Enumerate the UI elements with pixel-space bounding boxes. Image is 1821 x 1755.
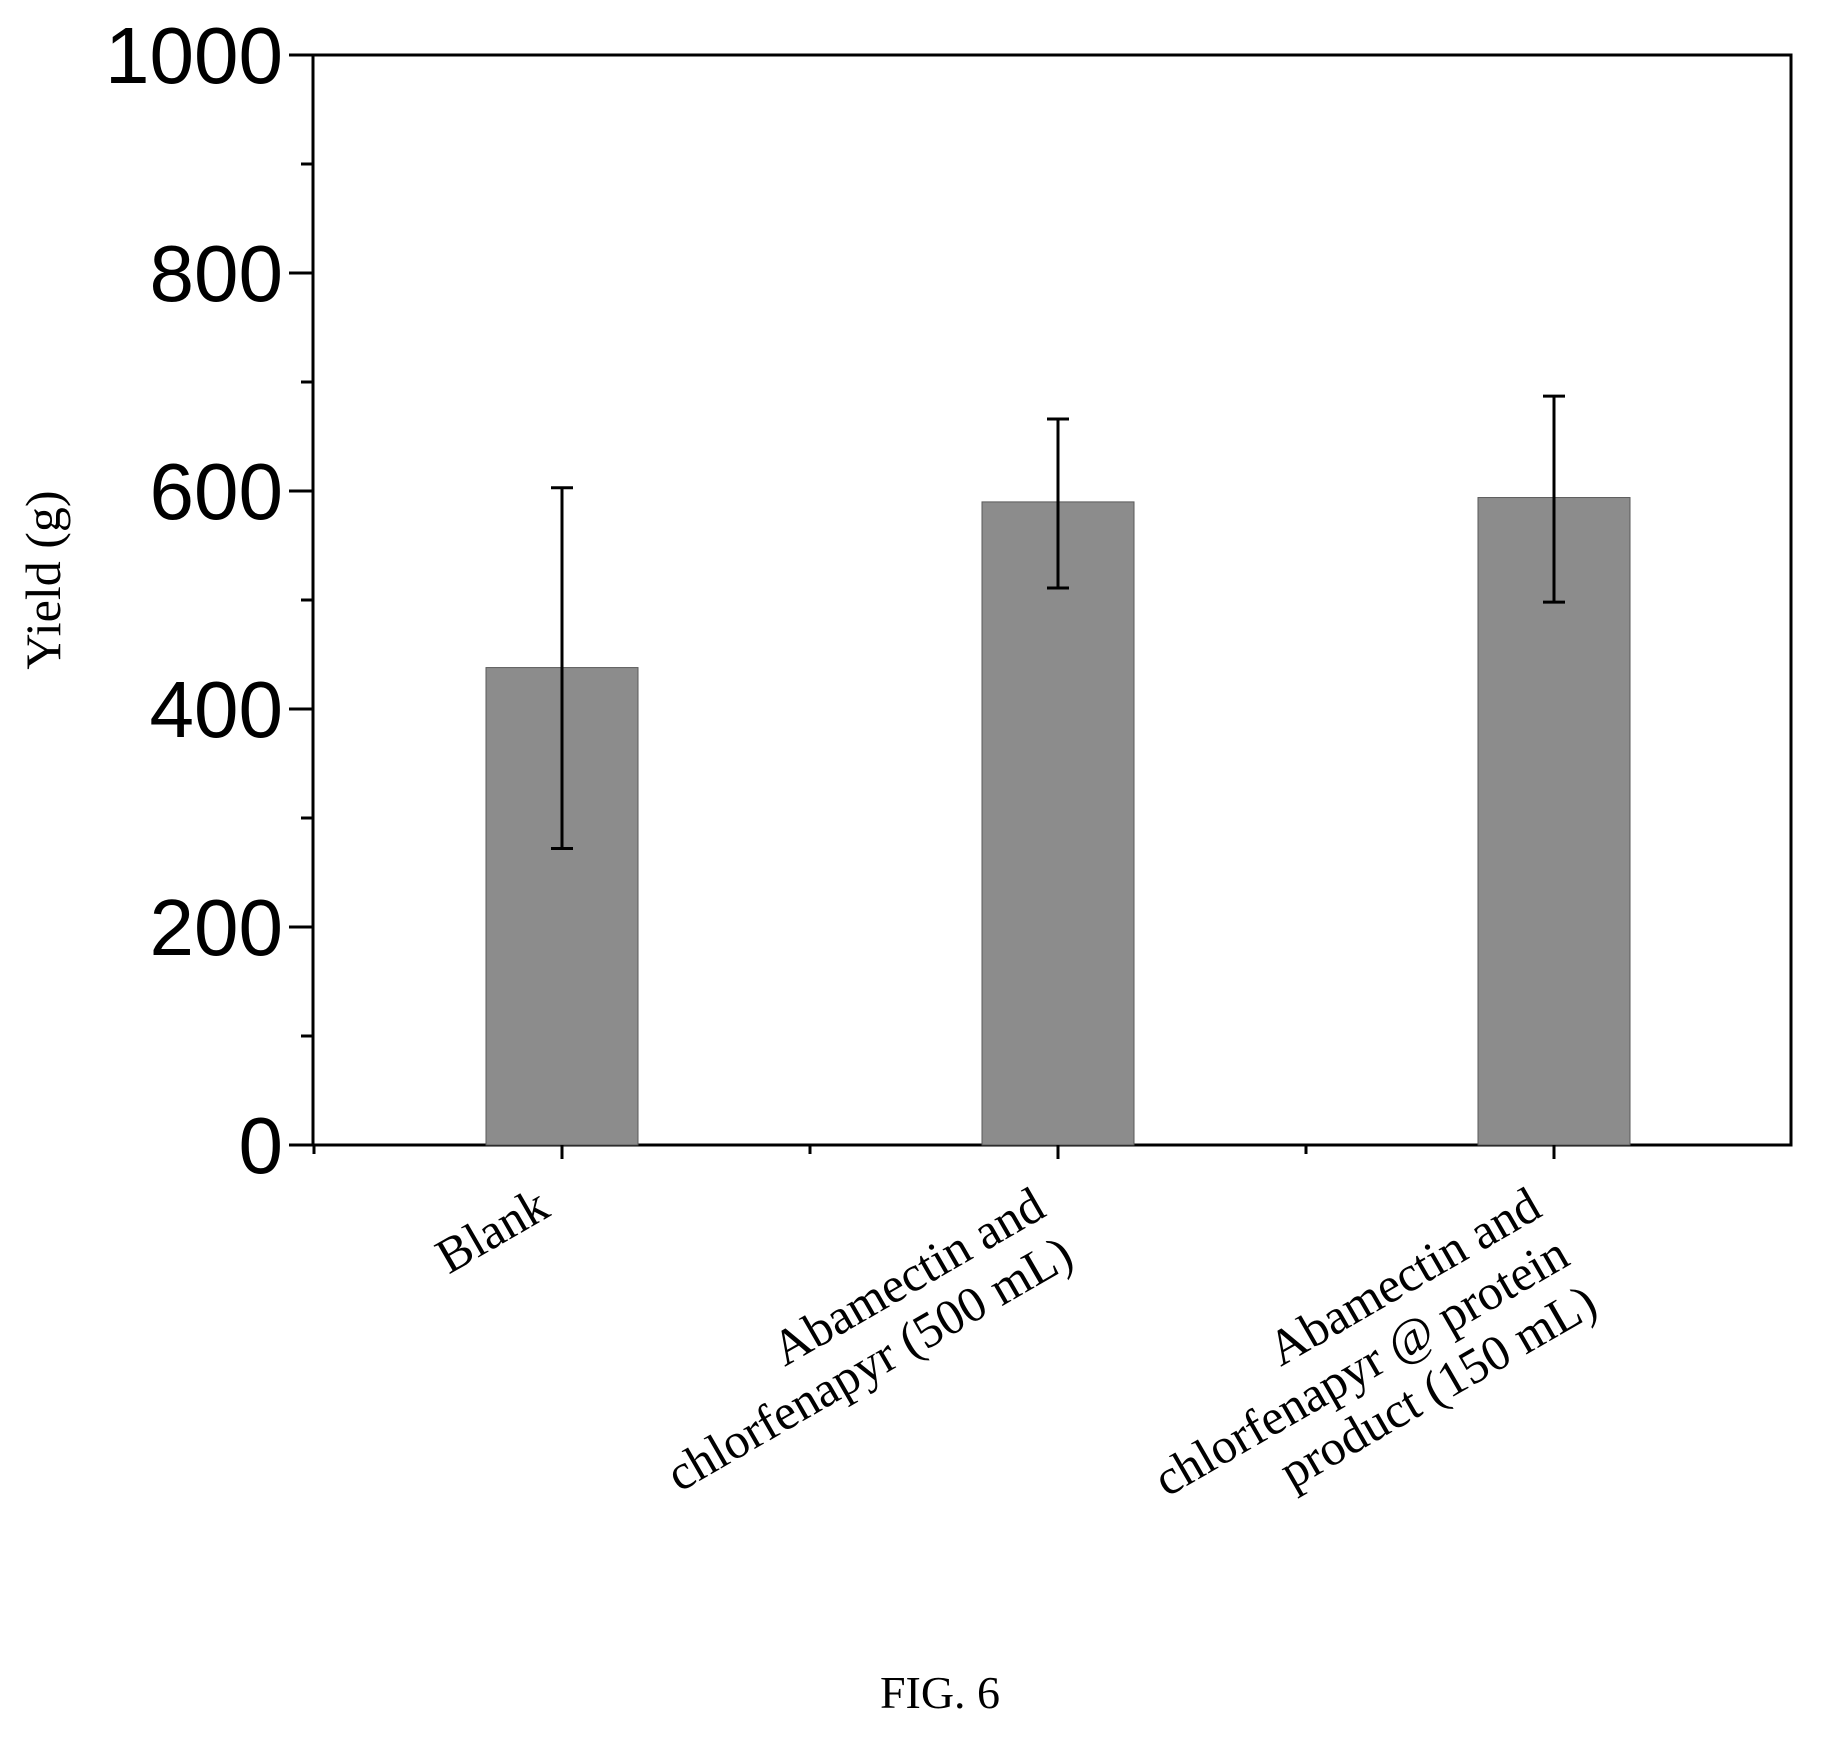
y-axis-title: Yield (g) [15,490,71,669]
y-tick-label: 400 [150,665,283,754]
y-tick-label: 800 [150,229,283,318]
bars-layer [485,497,1631,1146]
error-bars-layer [551,394,1565,851]
bar [1477,497,1631,1146]
bar [981,501,1135,1146]
y-tick-label: 0 [239,1101,284,1190]
y-axis: 0 200 400 600 800 1000 [105,11,313,1190]
figure-caption: FIG. 6 [880,1667,1000,1718]
x-category-label: Blank [426,1176,557,1284]
y-tick-label: 200 [150,883,283,972]
y-tick-label: 1000 [105,11,283,100]
y-tick-label: 600 [150,447,283,536]
x-category-label-line: Blank [426,1176,557,1284]
